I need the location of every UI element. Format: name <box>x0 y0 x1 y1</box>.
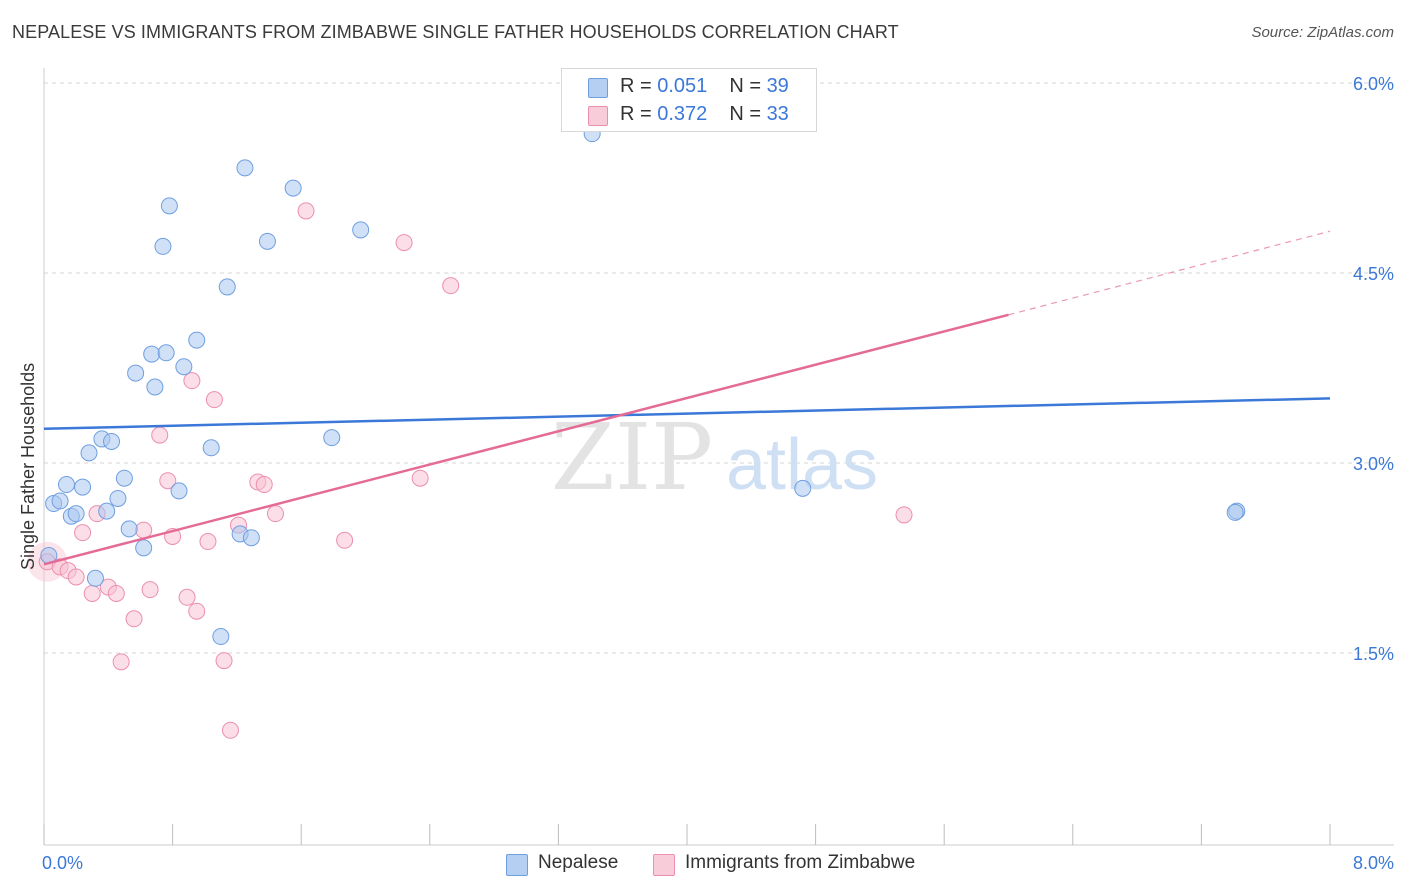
nepalese-swatch <box>506 854 528 876</box>
y-axis-label: Single Father Households <box>18 362 38 570</box>
x-tick-label: 8.0% <box>1353 853 1394 873</box>
nepalese-trend-line <box>43 397 1331 431</box>
nepalese-point <box>160 197 178 215</box>
zimbabwe-point <box>255 476 273 494</box>
zimbabwe-point <box>895 506 913 524</box>
nepalese-point <box>352 221 370 239</box>
zimbabwe-point <box>395 234 413 252</box>
zimbabwe-point <box>159 472 177 490</box>
r-key: R = <box>620 75 658 97</box>
nepalese-point <box>127 364 145 382</box>
zimbabwe-point <box>125 610 143 628</box>
nepalese-point <box>143 345 161 363</box>
chart-title: NEPALESE VS IMMIGRANTS FROM ZIMBABWE SIN… <box>12 22 899 42</box>
nepalese-point <box>212 628 230 646</box>
zimbabwe-point <box>74 524 92 542</box>
nepalese-point <box>323 429 341 447</box>
nepalese-point <box>258 232 276 250</box>
nepalese-point <box>115 469 133 487</box>
nepalese-point <box>284 179 302 197</box>
zimbabwe-swatch <box>588 106 608 126</box>
x-tick-label: 0.0% <box>42 853 83 873</box>
nepalese-point <box>51 492 69 510</box>
nepalese-point <box>120 520 138 538</box>
zimbabwe-point <box>221 721 239 739</box>
nepalese-point <box>242 529 260 547</box>
zimbabwe-swatch <box>653 854 675 876</box>
nepalese-point <box>188 331 206 349</box>
nepalese-point <box>157 344 175 362</box>
nepalese-point <box>236 159 254 177</box>
axes <box>43 68 1394 846</box>
nepalese-swatch <box>588 78 608 98</box>
nepalese-point <box>170 482 188 500</box>
r-value: 0.051 <box>657 75 708 97</box>
n-key: N = <box>729 103 767 125</box>
zimbabwe-point <box>215 652 233 670</box>
nepalese-point <box>98 502 116 520</box>
nepalese-point <box>154 237 172 255</box>
zimbabwe-point <box>297 202 315 220</box>
trend-lines <box>43 230 1331 566</box>
y-tick-label: 3.0% <box>1353 454 1394 474</box>
r-key: R = <box>620 103 658 125</box>
zimbabwe-point <box>67 568 85 586</box>
legend-label: Immigrants from Zimbabwe <box>685 852 916 873</box>
nepalese-point <box>58 476 76 494</box>
zimbabwe-point <box>266 505 284 523</box>
legend-stats: R = 0.051 N = 39 R = 0.372 N = 33 <box>561 68 817 132</box>
n-key: N = <box>729 75 767 97</box>
tick-labels: 1.5% 3.0% 4.5% 6.0% 0.0% 8.0% <box>42 74 1394 873</box>
zimbabwe-trend-extension <box>1008 230 1331 316</box>
zimbabwe-point <box>107 584 125 602</box>
n-value: 33 <box>766 103 789 125</box>
zimbabwe-point <box>188 602 206 620</box>
legend-row-zimbabwe: R = 0.372 N = 33 <box>562 100 816 128</box>
nepalese-point <box>86 569 104 587</box>
nepalese-point <box>67 505 85 523</box>
zimbabwe-point <box>178 588 196 606</box>
n-value: 39 <box>766 75 789 97</box>
watermark: ZIP atlas <box>551 404 878 511</box>
zimbabwe-point <box>135 521 153 539</box>
nepalese-point <box>74 478 92 496</box>
zimbabwe-point <box>83 584 101 602</box>
nepalese-point <box>135 539 153 557</box>
y-tick-label: 4.5% <box>1353 264 1394 284</box>
zimbabwe-point <box>442 277 460 295</box>
legend-label: Nepalese <box>538 852 619 873</box>
zimbabwe-trend-line <box>43 313 1009 566</box>
nepalese-point <box>103 432 121 450</box>
legend-row-nepalese: R = 0.051 N = 39 <box>562 72 816 100</box>
nepalese-point <box>146 378 164 396</box>
nepalese-point <box>1226 503 1244 521</box>
zimbabwe-point <box>183 372 201 390</box>
nepalese-point <box>80 444 98 462</box>
zimbabwe-point <box>199 533 217 551</box>
zimbabwe-point <box>112 653 130 671</box>
nepalese-point <box>794 479 812 497</box>
nepalese-point <box>218 278 236 296</box>
zimbabwe-points <box>27 202 913 739</box>
zimbabwe-point <box>411 469 429 487</box>
nepalese-point <box>175 358 193 376</box>
zimbabwe-point <box>141 581 159 599</box>
nepalese-points <box>40 125 1246 646</box>
y-tick-label: 1.5% <box>1353 644 1394 664</box>
zimbabwe-point <box>151 426 169 444</box>
zimbabwe-point <box>205 391 223 409</box>
r-value: 0.372 <box>657 103 708 125</box>
nepalese-point <box>202 439 220 457</box>
nepalese-point <box>109 489 127 507</box>
zimbabwe-point <box>336 531 354 549</box>
watermark-zip: ZIP <box>551 404 713 511</box>
y-tick-label: 6.0% <box>1353 74 1394 94</box>
source-label: Source: ZipAtlas.com <box>1251 24 1394 41</box>
